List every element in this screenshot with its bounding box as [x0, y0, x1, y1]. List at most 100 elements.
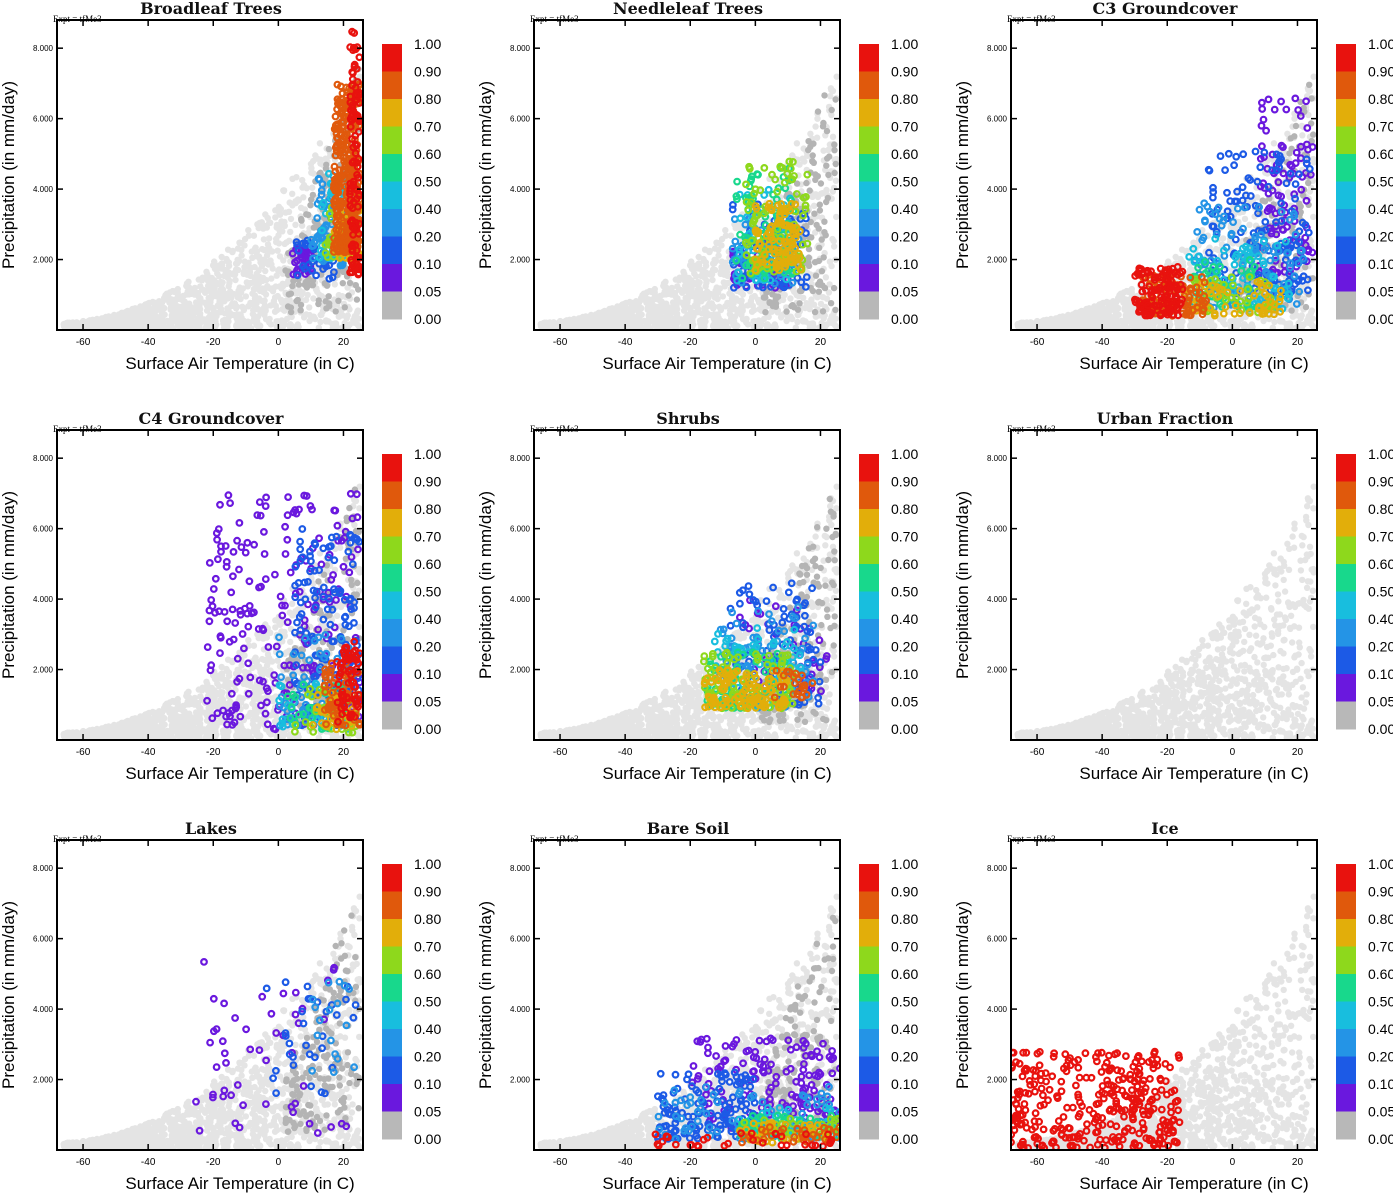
background-point [807, 130, 814, 137]
background-point [193, 302, 200, 309]
background-point [177, 296, 185, 303]
data-point [348, 223, 357, 232]
x-tick-label: 20 [815, 337, 827, 348]
background-point [277, 296, 285, 303]
background-point [638, 318, 645, 325]
background-point [233, 266, 240, 273]
zero-fraction-point [821, 218, 828, 225]
background-point [203, 302, 211, 309]
zero-fraction-point [317, 169, 324, 176]
background-point [701, 305, 708, 312]
data-point [754, 170, 762, 179]
background-point [680, 307, 688, 314]
zero-fraction-point [812, 171, 819, 178]
background-point [584, 317, 591, 325]
background-point [828, 319, 835, 326]
background-point [648, 296, 656, 303]
zero-fraction-point [811, 308, 819, 316]
data-point [773, 187, 782, 196]
background-point [272, 214, 279, 221]
data-point [309, 241, 318, 250]
background-point [281, 307, 288, 314]
data-point [355, 191, 363, 200]
background-point [638, 311, 645, 318]
y-tick-label: 6.000 [33, 115, 54, 124]
background-point [103, 322, 111, 329]
background-point [273, 224, 280, 231]
colorbar-swatch [859, 44, 879, 72]
background-point [229, 270, 236, 278]
background-point [589, 315, 597, 322]
data-point [302, 249, 310, 258]
background-point [666, 312, 673, 320]
background-point [613, 316, 620, 323]
background-point [132, 312, 139, 319]
zero-fraction-point [353, 296, 361, 303]
data-point [329, 184, 338, 193]
data-point [349, 177, 358, 186]
background-point [709, 260, 717, 267]
background-point [224, 305, 231, 312]
zero-fraction-point [815, 288, 823, 295]
background-point [276, 283, 283, 290]
zero-fraction-point [808, 234, 815, 241]
background-point [794, 318, 801, 326]
background-point [672, 308, 679, 316]
background-point [274, 318, 282, 325]
background-point [723, 280, 731, 287]
zero-fraction-point [832, 306, 839, 314]
zero-fraction-point [796, 287, 804, 295]
background-point [262, 267, 269, 275]
background-point [133, 323, 141, 330]
background-point [1246, 221, 1253, 228]
data-point [346, 268, 355, 277]
background-point [710, 266, 717, 273]
background-point [228, 294, 235, 301]
data-point [783, 169, 792, 178]
colorbar-swatch [859, 264, 879, 292]
background-point [193, 318, 200, 326]
background-point [195, 276, 202, 283]
background-point [233, 313, 240, 320]
data-point [331, 112, 340, 121]
zero-fraction-point [821, 229, 828, 236]
data-point [315, 253, 324, 262]
background-point [630, 324, 637, 330]
background-point [219, 279, 226, 286]
background-point [268, 275, 275, 282]
background-point [261, 285, 269, 293]
background-point [721, 318, 729, 325]
data-point [733, 195, 741, 204]
data-point [337, 82, 345, 91]
data-point [338, 102, 347, 111]
background-point [695, 253, 702, 261]
scatter-points [537, 73, 840, 330]
background-point [245, 227, 252, 234]
background-point [298, 222, 306, 229]
background-point [203, 268, 210, 275]
data-point [319, 265, 328, 273]
background-point [101, 315, 109, 323]
data-point [338, 261, 347, 270]
data-point [351, 149, 360, 158]
background-point [624, 306, 632, 313]
data-point [776, 233, 785, 242]
zero-fraction-point [825, 171, 832, 179]
zero-fraction-point [820, 254, 827, 261]
background-point [266, 248, 274, 255]
zero-fraction-point [302, 278, 310, 286]
background-point [150, 315, 157, 323]
background-point [317, 318, 324, 326]
x-axis-label: Surface Air Temperature (in C) [125, 354, 354, 373]
colorbar-label: 0.10 [414, 256, 441, 272]
data-point [747, 236, 756, 245]
background-point [218, 253, 225, 261]
zero-fraction-point [810, 159, 817, 166]
background-point [292, 221, 299, 228]
colorbar-label: 0.05 [414, 284, 441, 300]
data-point [791, 200, 800, 209]
background-point [285, 277, 292, 284]
background-point [795, 293, 802, 300]
data-point [733, 177, 741, 186]
